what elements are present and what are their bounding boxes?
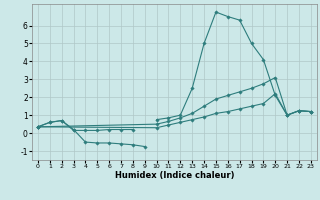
X-axis label: Humidex (Indice chaleur): Humidex (Indice chaleur): [115, 171, 234, 180]
